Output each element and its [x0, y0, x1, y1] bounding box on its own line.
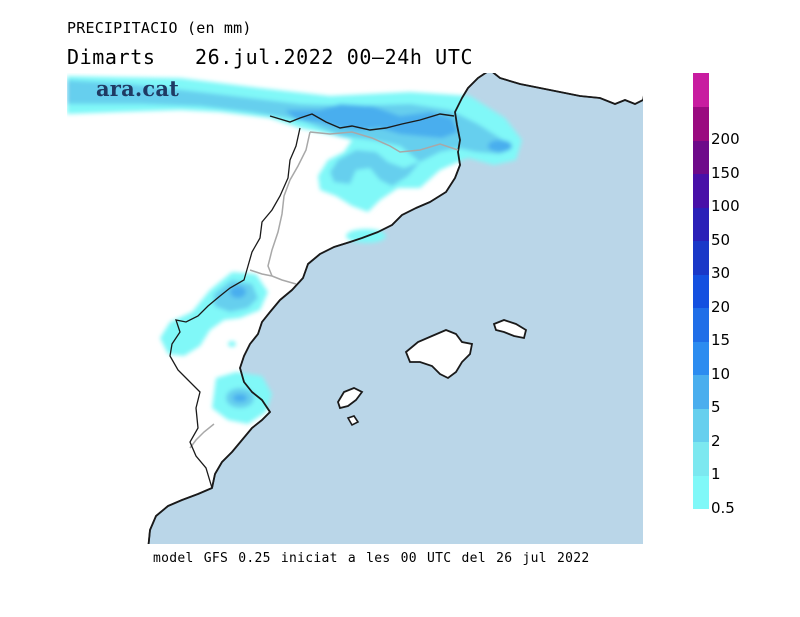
- legend-label: 10: [711, 364, 731, 383]
- weekday-label: Dimarts: [67, 45, 156, 69]
- region-borders: [189, 131, 459, 449]
- island-menorca: [492, 319, 528, 340]
- brand-logo: ara.cat: [96, 76, 180, 101]
- legend-swatch: [693, 374, 709, 409]
- national-border: [269, 113, 455, 131]
- legend-swatch: [693, 307, 709, 342]
- coastline: [147, 73, 488, 544]
- legend-swatch: [693, 274, 709, 309]
- variable-title: PRECIPITACIO (en mm): [67, 19, 252, 37]
- date-title: Dimarts 26.jul.2022 00–24h UTC: [67, 45, 473, 69]
- precip-band-north-2mm: [67, 80, 512, 186]
- precip-cell-castello-5mm: [230, 286, 246, 298]
- coastline-france: [492, 73, 643, 105]
- legend-swatch: [693, 408, 709, 443]
- period-label: 26.jul.2022 00–24h UTC: [195, 45, 474, 69]
- precip-cell-small: [228, 341, 236, 347]
- color-scale-legend: [693, 73, 709, 510]
- province-border-west: [169, 127, 301, 489]
- island-formentera: [346, 415, 360, 427]
- legend-label: 200: [711, 130, 740, 149]
- legend-swatch: [693, 73, 709, 107]
- legend-label: 50: [711, 230, 731, 249]
- legend-swatch: [693, 240, 709, 275]
- precip-cell-valencia-5mm: [233, 394, 247, 402]
- legend-label: 15: [711, 331, 731, 350]
- legend-label: 150: [711, 163, 740, 182]
- legend-swatch: [693, 106, 709, 141]
- legend-swatch: [693, 207, 709, 242]
- legend-label: 30: [711, 264, 731, 283]
- legend-label: 100: [711, 197, 740, 216]
- legend-label: 1: [711, 465, 721, 484]
- island-eivissa: [337, 387, 364, 410]
- legend-label: 5: [711, 398, 721, 417]
- legend-swatch: [693, 475, 709, 510]
- island-mallorca: [404, 329, 474, 380]
- legend-label: 20: [711, 297, 731, 316]
- legend-label: 0.5: [711, 499, 735, 517]
- legend-swatch: [693, 140, 709, 175]
- legend-label: 2: [711, 431, 721, 450]
- precip-band-north-5mm: [285, 104, 458, 138]
- legend-swatch: [693, 341, 709, 376]
- precip-cell-east: [488, 140, 512, 152]
- legend-swatch: [693, 173, 709, 208]
- legend-swatch: [693, 441, 709, 476]
- model-caption: model GFS 0.25 iniciat a les 00 UTC del …: [153, 551, 590, 566]
